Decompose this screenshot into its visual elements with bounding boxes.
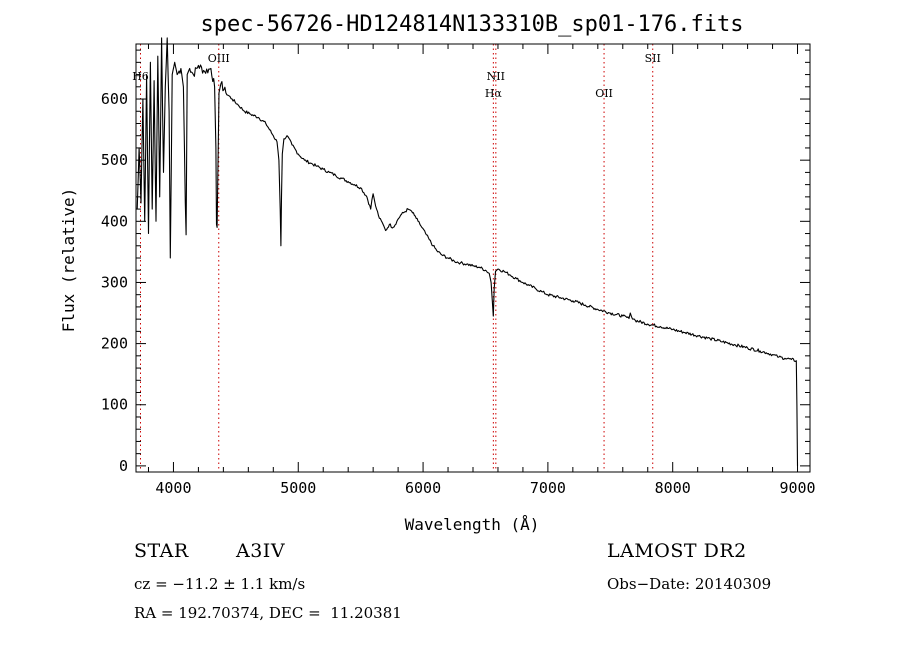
marker-label-4: OII (595, 87, 613, 100)
redshift-cz: cz = −11.2 ± 1.1 km/s (134, 575, 306, 593)
x-tick-label-0: 4000 (155, 479, 191, 497)
sky-coordinates: RA = 192.70374, DEC = 11.20381 (134, 604, 402, 622)
y-tick-label-6: 600 (101, 90, 128, 108)
y-tick-label-5: 500 (101, 151, 128, 169)
x-tick-label-3: 7000 (530, 479, 566, 497)
marker-label-1: OIII (208, 52, 230, 65)
marker-label-5: SII (645, 52, 661, 65)
plot-frame (135, 43, 811, 473)
marker-label-2: Hα (485, 87, 503, 100)
x-tick-label-1: 5000 (280, 479, 316, 497)
y-tick-label-4: 400 (101, 212, 128, 230)
object-class: STAR (134, 540, 189, 562)
y-tick-label-3: 300 (101, 273, 128, 291)
x-axis-label: Wavelength (Å) (405, 515, 540, 534)
marker-label-3: NII (487, 70, 505, 83)
spectrum-line (136, 37, 799, 466)
y-tick-label-0: 0 (119, 457, 128, 475)
chart-title: spec-56726-HD124814N133310B_sp01-176.fit… (200, 12, 743, 37)
y-tick-label-1: 100 (101, 396, 128, 414)
axis-ticks: 4000 5000 6000 7000 8000 9000 0 100 200 300 400 500… (101, 44, 816, 497)
x-tick-label-4: 8000 (655, 479, 691, 497)
x-tick-label-2: 6000 (405, 479, 441, 497)
survey-name: LAMOST DR2 (607, 540, 747, 562)
observation-date: Obs−Date: 20140309 (607, 575, 772, 593)
y-axis-label: Flux (relative) (59, 188, 78, 333)
object-subclass: A3IV (236, 540, 286, 562)
x-tick-label-5: 9000 (779, 479, 815, 497)
y-tick-label-2: 200 (101, 335, 128, 353)
